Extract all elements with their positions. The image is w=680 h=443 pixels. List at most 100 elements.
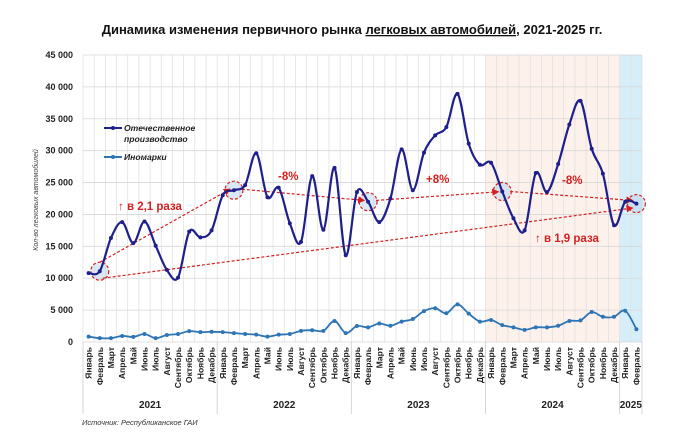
x-tick-label: Март	[508, 347, 518, 368]
year-label: 2023	[407, 400, 430, 411]
data-point	[600, 171, 605, 176]
data-point	[243, 183, 248, 188]
x-tick-label: Декабрь	[341, 347, 351, 383]
data-point	[86, 271, 91, 276]
y-tick-label: 10 000	[45, 273, 73, 283]
data-point	[399, 147, 404, 152]
data-point	[589, 310, 594, 315]
data-point	[131, 241, 136, 246]
y-tick-label: 30 000	[45, 146, 73, 156]
data-point	[343, 331, 348, 336]
data-point	[522, 327, 527, 332]
data-point	[198, 330, 203, 335]
data-point	[544, 190, 549, 195]
x-tick-label: Июль	[285, 347, 295, 371]
data-point	[299, 328, 304, 333]
data-point	[578, 98, 583, 103]
y-tick-label: 25 000	[45, 178, 73, 188]
data-point	[164, 267, 169, 272]
annotation-label: +8%	[426, 174, 449, 186]
data-point	[377, 220, 382, 225]
year-label: 2024	[541, 400, 564, 411]
data-point	[511, 216, 516, 221]
x-tick-label: Апрель	[251, 347, 261, 379]
data-point	[97, 336, 102, 341]
data-point	[310, 328, 315, 333]
x-tick-label: Январь	[84, 347, 94, 379]
data-point	[164, 332, 169, 337]
x-tick-label: Июнь	[542, 347, 552, 371]
legend-label: Иномарки	[124, 152, 167, 162]
data-point	[209, 329, 214, 334]
trend-arrow	[241, 188, 366, 204]
x-tick-label: Январь	[352, 347, 362, 379]
data-point	[433, 306, 438, 311]
data-point	[108, 236, 113, 241]
data-point	[522, 228, 527, 233]
data-point	[287, 221, 292, 226]
x-tick-label: Август	[564, 347, 574, 376]
data-point	[399, 319, 404, 324]
x-tick-label: Январь	[620, 347, 630, 379]
x-tick-label: Январь	[218, 347, 228, 379]
data-point	[634, 201, 639, 206]
data-point	[589, 146, 594, 151]
data-point	[142, 219, 147, 224]
x-tick-label: Февраль	[363, 347, 373, 385]
data-point	[500, 189, 505, 194]
x-tick-label: Сентябрь	[307, 347, 317, 388]
data-point	[466, 311, 471, 316]
x-tick-label: Май	[128, 347, 138, 364]
legend-marker	[111, 155, 115, 159]
data-point	[388, 196, 393, 201]
data-point	[511, 325, 516, 330]
x-tick-label: Сентябрь	[576, 347, 586, 388]
x-tick-label: Сентябрь	[173, 347, 183, 388]
data-point	[187, 329, 192, 334]
data-point	[176, 332, 181, 337]
data-point	[354, 190, 359, 195]
x-tick-label: Февраль	[497, 347, 507, 385]
data-point	[265, 195, 270, 200]
data-point	[276, 332, 281, 337]
x-tick-label: Ноябрь	[195, 347, 205, 379]
year-label: 2025	[620, 400, 643, 411]
data-point	[533, 170, 538, 175]
data-point	[567, 122, 572, 127]
data-point	[578, 318, 583, 323]
data-point	[466, 141, 471, 146]
x-tick-label: Август	[162, 347, 172, 376]
x-tick-label: Ноябрь	[464, 347, 474, 379]
y-axis-label: Кол-во легковых автомобилей	[32, 149, 40, 251]
data-point	[634, 327, 639, 332]
x-tick-label: Октябрь	[318, 347, 328, 383]
data-point	[421, 150, 426, 155]
data-point	[477, 319, 482, 324]
x-tick-label: Апрель	[520, 347, 530, 379]
y-tick-label: 40 000	[45, 82, 73, 92]
trend-arrow	[376, 188, 500, 202]
x-tick-label: Май	[531, 347, 541, 364]
data-point	[310, 174, 315, 179]
y-tick-label: 20 000	[45, 209, 73, 219]
data-point	[444, 125, 449, 130]
data-point	[623, 308, 628, 313]
data-point	[332, 165, 337, 170]
data-point	[366, 325, 371, 330]
x-tick-label: Апрель	[385, 347, 395, 379]
x-tick-label: Июнь	[274, 347, 284, 371]
data-point	[600, 314, 605, 319]
data-point	[276, 185, 281, 190]
x-tick-label: Июль	[151, 347, 161, 371]
data-point	[86, 334, 91, 339]
y-tick-label: 0	[68, 337, 73, 347]
x-tick-label: Май	[262, 347, 272, 364]
data-point	[198, 235, 203, 240]
x-tick-label: Август	[430, 347, 440, 376]
data-point	[254, 151, 259, 156]
data-point	[410, 317, 415, 322]
x-tick-label: Ноябрь	[330, 347, 340, 379]
annotation-label: -8%	[278, 171, 298, 183]
x-tick-label: Июнь	[139, 347, 149, 371]
